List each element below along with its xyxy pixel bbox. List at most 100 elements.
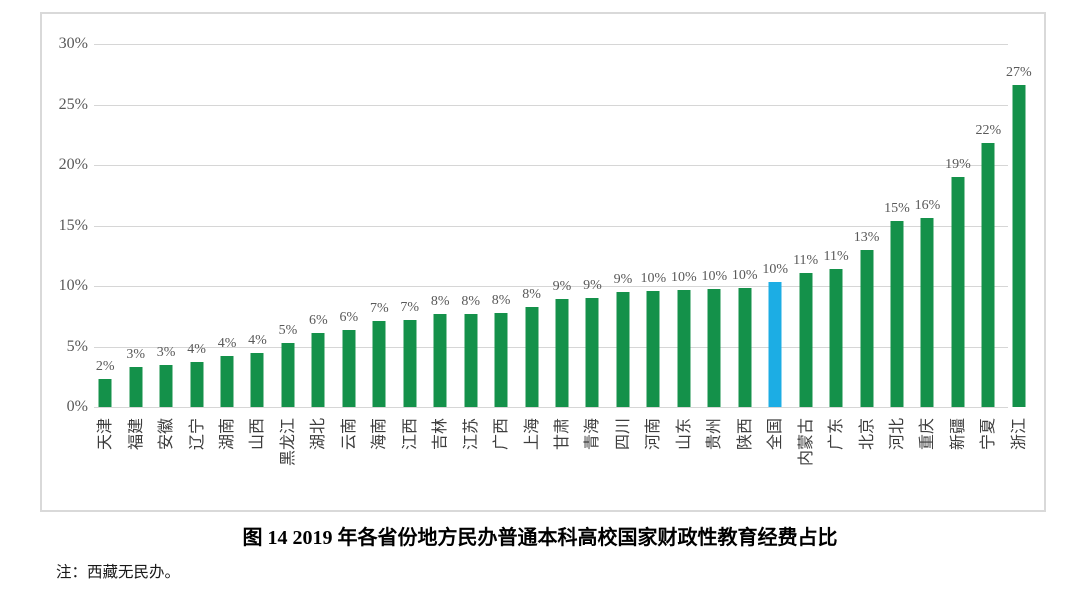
bar-slot: 8% (516, 44, 546, 407)
y-tick-label: 5% (66, 337, 88, 355)
x-tick-label: 浙江 (1010, 418, 1028, 451)
bar-slot: 9% (577, 44, 607, 407)
x-tick-label: 江苏 (462, 418, 480, 451)
gridline (94, 346, 1008, 348)
x-tick-label: 辽宁 (188, 418, 206, 451)
x-tick-slot: 甘肃 (547, 407, 577, 507)
bar (372, 321, 386, 407)
x-tick-slot: 湖南 (212, 407, 242, 507)
bar-value-label: 8% (461, 294, 480, 309)
x-tick-label: 贵州 (706, 418, 724, 451)
x-tick-slot: 河南 (638, 407, 668, 507)
bar-value-label: 11% (793, 253, 819, 268)
bar-value-label: 6% (309, 313, 328, 328)
y-tick-label: 0% (66, 398, 88, 415)
bar-slot: 27% (1004, 44, 1034, 407)
bar (525, 307, 539, 407)
bar-value-label: 27% (1005, 65, 1032, 80)
x-axis-labels: 天津 福建 安徽 辽宁 湖南 山西 黑龙江 湖北 云南 海南 江西 吉林 江苏 广西 上海 甘肃 青海 四川 河南山… (90, 407, 1034, 507)
bar-slot: 3% (151, 44, 181, 407)
bar-value-label: 10% (640, 271, 667, 286)
bar (860, 250, 874, 407)
x-tick-label: 河北 (889, 418, 907, 451)
figure-caption: 图 14 2019 年各省份地方民办普通本科高校国家财政性教育经费占比 (242, 527, 838, 549)
bar-slot: 4% (181, 44, 211, 407)
x-tick-label: 吉林 (432, 418, 450, 451)
y-tick-label: 30% (58, 35, 88, 52)
bar-value-label: 4% (248, 333, 267, 348)
bar-value-label: 16% (914, 198, 941, 213)
bar-value-label: 8% (522, 287, 541, 302)
x-tick-label: 广西 (493, 418, 511, 451)
bar (494, 313, 508, 407)
gridline (94, 165, 1008, 166)
bar-value-label: 2% (95, 359, 115, 374)
x-tick-label: 福建 (127, 418, 145, 451)
bar (98, 379, 112, 407)
x-tick-slot: 内蒙古 (790, 407, 820, 507)
gridline (94, 44, 1008, 45)
x-tick-slot: 海南 (364, 407, 394, 507)
bar (738, 288, 752, 407)
bar-value-label: 9% (552, 279, 572, 294)
bar (616, 292, 630, 407)
x-tick-slot: 吉林 (425, 407, 455, 507)
x-tick-label: 上海 (523, 418, 541, 451)
bar-slot: 7% (395, 44, 425, 407)
bar-value-label: 3% (126, 347, 146, 362)
bar-slot: 10% (699, 44, 729, 407)
x-tick-label: 四川 (614, 418, 632, 451)
bar-slot: 13% (851, 44, 881, 407)
bar-slot: 6% (334, 44, 364, 407)
x-tick-label: 湖北 (310, 418, 328, 451)
bar (433, 314, 447, 407)
x-tick-slot: 新疆 (943, 407, 973, 507)
bar (311, 333, 325, 407)
gridline (94, 407, 1008, 408)
bar (129, 367, 143, 407)
bar (555, 299, 569, 407)
x-tick-slot: 四川 (608, 407, 638, 507)
bar-value-label: 8% (491, 293, 511, 308)
bar-slot: 8% (486, 44, 516, 407)
x-tick-slot: 山西 (242, 407, 272, 507)
bar-value-label: 22% (975, 123, 1002, 138)
bar-value-label: 10% (701, 269, 728, 284)
x-tick-label: 云南 (340, 418, 358, 451)
bar-value-label: 10% (670, 270, 697, 285)
x-tick-label: 甘肃 (554, 418, 572, 451)
bar-value-label: 7% (369, 301, 389, 316)
bar-value-label: 8% (430, 294, 450, 309)
bar (342, 330, 356, 407)
x-tick-slot: 山东 (669, 407, 699, 507)
bar (951, 177, 965, 407)
bar-value-label: 3% (156, 345, 176, 360)
x-tick-slot: 全国 (760, 407, 790, 507)
bar-slot: 15% (882, 44, 912, 407)
bar (829, 269, 843, 407)
x-tick-slot: 贵州 (699, 407, 729, 507)
bar (920, 218, 934, 407)
bar (981, 143, 995, 407)
gridline (94, 104, 1008, 106)
bar-value-label: 19% (945, 157, 971, 172)
bar-slot: 10% (760, 44, 790, 407)
bar-slot: 3% (120, 44, 150, 407)
x-tick-slot: 黑龙江 (273, 407, 303, 507)
x-tick-slot: 福建 (120, 407, 150, 507)
x-tick-slot: 广东 (821, 407, 851, 507)
bar-value-label: 4% (187, 342, 206, 357)
gridline (94, 286, 1008, 287)
x-tick-slot: 云南 (334, 407, 364, 507)
x-tick-slot: 广西 (486, 407, 516, 507)
bar (890, 221, 904, 407)
x-tick-slot: 北京 (851, 407, 881, 507)
figure-note: 注：西藏无民办。 (56, 564, 181, 581)
bar (799, 273, 813, 407)
bar-slot: 8% (455, 44, 485, 407)
x-tick-label: 重庆 (919, 418, 937, 451)
x-tick-slot: 安徽 (151, 407, 181, 507)
bar-slot: 8% (425, 44, 455, 407)
bar-value-label: 9% (613, 272, 633, 287)
